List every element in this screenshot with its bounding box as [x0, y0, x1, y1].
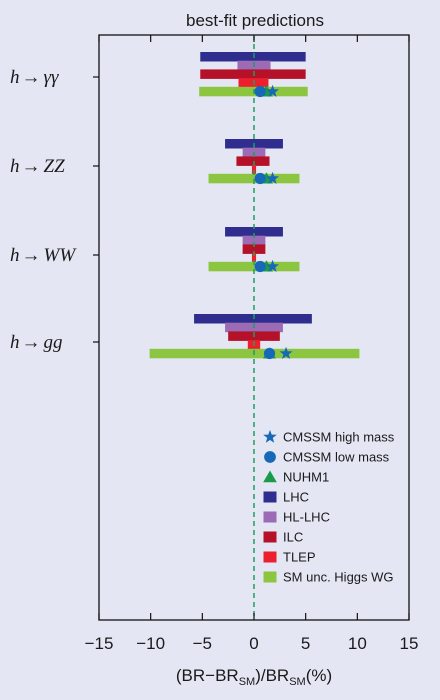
point-cmssm-low-mass-gg — [263, 347, 276, 360]
legend-label-sm-unc-higgs-wg: SM unc. Higgs WG — [283, 570, 394, 585]
legend-marker-cmssm-low-mass — [264, 451, 276, 463]
point-cmssm-low-mass-gamgam — [254, 85, 266, 98]
legend-marker-cmssm-high-mass — [263, 429, 277, 443]
point-cmssm-high-mass-gamgam — [266, 84, 280, 97]
legend-swatch-sm-unc-higgs-wg — [263, 571, 277, 583]
x-tick-label: −15 — [85, 634, 114, 653]
channel-label-zz: h → ZZ — [10, 156, 65, 177]
legend-label-tlep: TLEP — [283, 550, 316, 565]
legend-item-lhc: LHC — [263, 490, 309, 505]
bars-layer — [149, 52, 360, 359]
legend-item-cmssm-high-mass: CMSSM high mass — [263, 430, 395, 445]
bar-lhc-gamgam — [200, 52, 306, 62]
bar-lhc-ww — [225, 227, 283, 237]
bar-sm-unc-higgs-wg-ww — [208, 261, 300, 272]
legend-label-cmssm-high-mass: CMSSM high mass — [283, 430, 395, 445]
legend-item-tlep: TLEP — [263, 550, 316, 565]
legend-swatch-tlep — [263, 551, 277, 563]
point-cmssm-high-mass-gg — [279, 346, 293, 359]
bar-ilc-zz — [236, 156, 270, 166]
legend-swatch-hl-lhc — [263, 511, 277, 523]
point-cmssm-low-mass-zz — [254, 172, 266, 185]
x-tick-label: 10 — [348, 634, 367, 653]
bar-tlep-zz — [251, 165, 257, 175]
point-cmssm-high-mass-zz — [266, 171, 280, 184]
bar-ilc-ww — [242, 244, 266, 254]
legend-item-nuhm1: NUHM1 — [263, 470, 329, 485]
bar-tlep-ww — [251, 253, 257, 263]
legend-swatch-ilc — [263, 531, 277, 543]
legend-item-hl-lhc: HL-LHC — [263, 510, 330, 525]
channel-label-ww: h → WW — [10, 245, 77, 266]
point-cmssm-low-mass-ww — [254, 260, 266, 273]
points-layer — [254, 84, 293, 360]
bar-lhc-gg — [194, 314, 312, 324]
legend-label-nuhm1: NUHM1 — [283, 470, 329, 485]
bar-sm-unc-higgs-wg-zz — [208, 173, 300, 184]
legend-marker-nuhm1 — [263, 470, 277, 483]
chart-title: best-fit predictions — [186, 11, 324, 30]
x-axis: −15 −10 −5 0 5 10 15 — [85, 35, 419, 653]
legend-label-cmssm-low-mass: CMSSM low mass — [283, 450, 390, 465]
x-tick-label: 15 — [400, 634, 419, 653]
legend-item-ilc: ILC — [263, 530, 303, 545]
x-tick-label: −5 — [193, 634, 212, 653]
channel-labels: h → γγ h → ZZ h → WW h → gg — [10, 67, 99, 353]
x-tick-label: 5 — [301, 634, 310, 653]
legend-label-ilc: ILC — [283, 530, 303, 545]
x-tick-label: 0 — [249, 634, 258, 653]
bar-ilc-gamgam — [200, 69, 306, 79]
legend-label-lhc: LHC — [283, 490, 309, 505]
legend-item-sm-unc-higgs-wg: SM unc. Higgs WG — [263, 570, 394, 585]
legend-item-cmssm-low-mass: CMSSM low mass — [264, 450, 390, 465]
legend-swatch-lhc — [263, 491, 277, 503]
bar-hl-lhc-ww — [242, 235, 266, 246]
point-cmssm-high-mass-ww — [266, 259, 280, 272]
x-axis-label: (BR−BRSM)/BRSM(%) — [176, 666, 332, 688]
legend-label-hl-lhc: HL-LHC — [283, 510, 330, 525]
channel-label-gg: h → gg — [10, 332, 63, 353]
x-tick-label: −10 — [136, 634, 165, 653]
channel-label-gamgam: h → γγ — [10, 67, 59, 88]
legend: CMSSM high mass CMSSM low mass NUHM1 LHC HL-… — [263, 430, 395, 585]
